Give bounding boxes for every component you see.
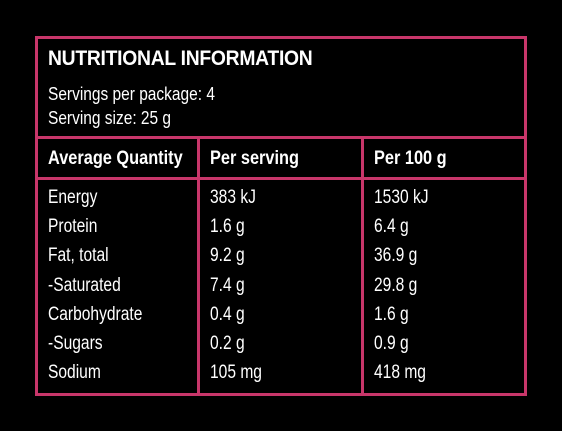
table-row: -Sugars 0.2 g 0.9 g [38,333,524,362]
table-row: Energy 383 kJ 1530 kJ [38,187,524,216]
table-row: Fat, total 9.2 g 36.9 g [38,245,524,274]
column-divider [197,139,200,393]
per-100g-value: 1.6 g [374,303,409,325]
row-label: -Saturated [48,274,121,296]
row-label: Sodium [48,362,101,384]
per-serving-value: 0.4 g [210,303,245,325]
nutrition-table: Average Quantity Per serving Per 100 g E… [38,139,524,393]
row-label: Carbohydrate [48,303,143,325]
nutrition-header: NUTRITIONAL INFORMATION Servings per pac… [38,39,524,139]
row-label: Fat, total [48,245,109,267]
per-serving-value: 1.6 g [210,216,245,238]
header-per-100g: Per 100 g [374,148,447,169]
nutrition-rows: Energy 383 kJ 1530 kJ Protein 1.6 g 6.4 … [38,187,524,391]
per-serving-value: 0.2 g [210,332,245,354]
table-row: Protein 1.6 g 6.4 g [38,216,524,245]
row-label: -Sugars [48,332,103,354]
per-100g-value: 36.9 g [374,245,418,267]
nutrition-panel: NUTRITIONAL INFORMATION Servings per pac… [35,36,527,396]
header-per-serving: Per serving [210,148,300,169]
column-divider [361,139,364,393]
row-label: Protein [48,216,98,238]
per-serving-value: 9.2 g [210,245,245,267]
table-row: -Saturated 7.4 g 29.8 g [38,275,524,304]
per-serving-value: 383 kJ [210,187,256,208]
servings-per-package: Servings per package: 4 [48,84,215,104]
per-100g-value: 0.9 g [374,332,409,354]
nutrition-title: NUTRITIONAL INFORMATION [48,47,313,70]
table-row: Sodium 105 mg 418 mg [38,362,524,391]
table-row: Carbohydrate 0.4 g 1.6 g [38,304,524,333]
per-serving-value: 105 mg [210,362,262,384]
header-average-quantity: Average Quantity [48,148,183,169]
per-100g-value: 29.8 g [374,274,418,296]
header-divider [38,177,524,180]
per-100g-value: 1530 kJ [374,187,429,208]
row-label: Energy [48,187,98,208]
per-serving-value: 7.4 g [210,274,245,296]
per-100g-value: 6.4 g [374,216,409,238]
serving-size: Serving size: 25 g [48,108,172,128]
per-100g-value: 418 mg [374,362,426,384]
